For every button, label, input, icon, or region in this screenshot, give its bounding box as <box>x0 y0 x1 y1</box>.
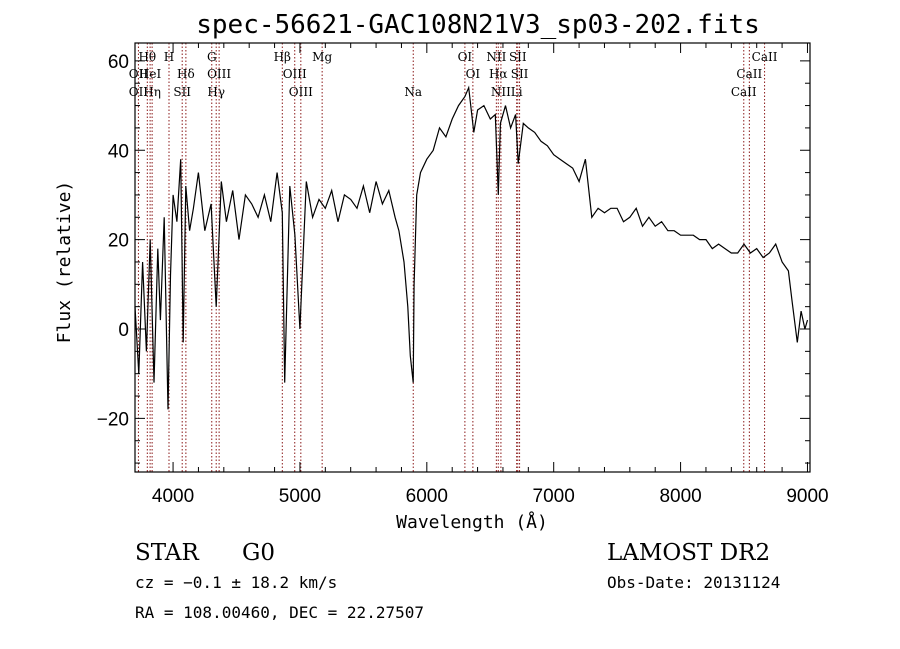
y-axis-ticks: −20 0 20 40 60 <box>97 52 810 464</box>
marker-label: HeI <box>139 67 162 81</box>
survey-label: LAMOST DR2 <box>607 540 770 566</box>
marker-label: Hη <box>143 85 161 99</box>
spectral-line-markers <box>137 43 766 472</box>
marker-label: Hα <box>489 67 508 81</box>
marker-label: SII <box>509 50 527 64</box>
marker-label: Hδ <box>177 67 195 81</box>
marker-label: OII <box>129 85 149 99</box>
chart-title: spec-56621-GAC108N21V3_sp03-202.fits <box>196 10 760 40</box>
spectrum-line <box>134 85 809 410</box>
marker-label: H <box>164 50 174 64</box>
marker-label: SII <box>173 85 191 99</box>
marker-label: Na <box>404 85 422 99</box>
marker-label: Hθ <box>138 50 156 64</box>
x-tick-label: 9000 <box>786 486 828 507</box>
marker-label: Mg <box>312 50 332 64</box>
y-tick-label: 40 <box>108 141 129 162</box>
marker-label: SII <box>511 67 529 81</box>
coordinates-value: RA = 108.00460, DEC = 22.27507 <box>135 603 424 622</box>
x-tick-label: 8000 <box>659 486 701 507</box>
x-tick-label: 4000 <box>152 486 194 507</box>
y-tick-label: 20 <box>108 231 129 252</box>
y-tick-label: 60 <box>108 52 129 73</box>
marker-label: CaII <box>736 67 762 81</box>
marker-label: NII <box>486 50 506 64</box>
marker-label: OI <box>458 50 473 64</box>
x-tick-label: 7000 <box>533 486 575 507</box>
marker-label: OIII <box>283 67 307 81</box>
marker-label: G <box>207 50 217 64</box>
marker-label: CaII <box>752 50 778 64</box>
y-axis-label: Flux (relative) <box>54 181 75 344</box>
marker-label: Li <box>511 85 523 99</box>
marker-label: Hβ <box>274 50 291 64</box>
spectral-line-labels: HθOIIOIIHeIHηHHδSIIGOIIIHγHβOIIIOIIIMgNa… <box>129 50 778 99</box>
marker-label: OIII <box>207 67 231 81</box>
x-tick-label: 6000 <box>406 486 448 507</box>
x-axis-label: Wavelength (Å) <box>396 511 548 533</box>
marker-label: Hγ <box>207 85 225 99</box>
x-axis-ticks: 4000 5000 6000 7000 8000 9000 <box>152 43 829 507</box>
redshift-value: cz = −0.1 ± 18.2 km/s <box>135 573 337 592</box>
marker-label: NII <box>491 85 511 99</box>
object-subclass: G0 <box>242 540 275 566</box>
marker-label: OIII <box>289 85 313 99</box>
observation-date: Obs-Date: 20131124 <box>607 573 780 592</box>
y-tick-label: −20 <box>97 409 129 430</box>
marker-label: CaII <box>731 85 757 99</box>
x-tick-label: 5000 <box>279 486 321 507</box>
plot-frame <box>134 42 811 473</box>
marker-label: OI <box>466 67 481 81</box>
y-tick-label: 0 <box>118 320 129 341</box>
marker-label: OII <box>129 67 149 81</box>
object-class: STAR <box>135 540 199 566</box>
